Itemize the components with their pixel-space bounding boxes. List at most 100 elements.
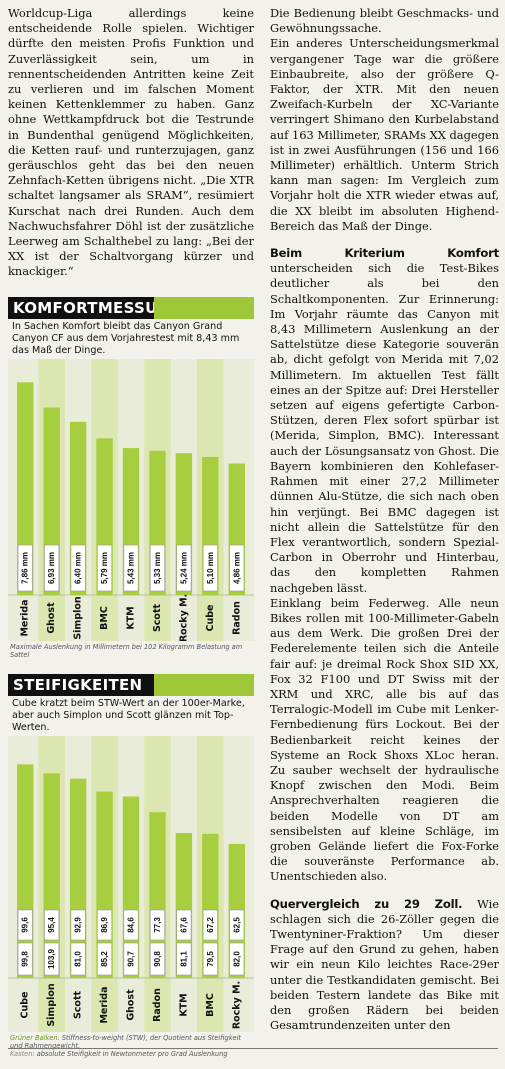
category-label: Merida [99, 986, 110, 1023]
value-label-box [97, 544, 113, 592]
komfort-note: Maximale Auslenkung in Millimetern bei 1… [10, 643, 243, 659]
absolute-value-label: 103,9 [47, 948, 56, 969]
value-label-box [70, 544, 86, 592]
absolute-value-label: 90,8 [153, 951, 162, 967]
category-label: Simplon [46, 983, 57, 1027]
value-label-box [229, 909, 245, 941]
absolute-value-box [123, 942, 139, 976]
subheading: Quervergleich zu 29 Zoll. [270, 896, 463, 911]
absolute-value-label: 81,0 [74, 951, 83, 967]
value-label-box [202, 544, 218, 592]
komfort-box: KOMFORTMESSUNG In Sachen Komfort bleibt … [8, 297, 254, 661]
category-label: KTM [126, 606, 137, 629]
absolute-value-label: 81,1 [179, 951, 188, 967]
category-label: Merida [20, 599, 31, 636]
value-label: 67,6 [179, 917, 188, 933]
value-label: 5,33 mm [153, 552, 162, 584]
body-paragraph: Quervergleich zu 29 Zoll. Wie schlagen s… [270, 896, 499, 1033]
value-label: 5,24 mm [179, 552, 188, 584]
category-label: Cube [205, 605, 216, 632]
steif-note-green-label: Grüner Balken: [10, 1034, 60, 1042]
left-column: Worldcup-Liga allerdings keine entscheid… [8, 6, 254, 280]
body-paragraph: Beim Kriterium Komfort unterscheiden sic… [270, 246, 499, 595]
value-label-box [44, 909, 60, 941]
steif-note-green-text: Stiffness-to-weight (STW), der Quotient … [10, 1034, 241, 1050]
body-paragraph: Einklang beim Federweg. Alle neun Bikes … [270, 595, 499, 884]
category-label: Ghost [126, 989, 137, 1021]
steif-note-gray-text: absolute Steifigkeit in Newtonmeter pro … [34, 1050, 228, 1058]
absolute-value-label: 90,7 [127, 951, 136, 967]
value-label: 4,86 mm [232, 552, 241, 584]
value-label: 5,10 mm [206, 552, 215, 584]
value-label-box [202, 909, 218, 941]
steif-box: STEIFIGKEITEN Cube kratzt beim STW-Wert … [8, 674, 254, 1060]
category-label: BMC [205, 993, 216, 1017]
value-label: 95,4 [47, 917, 56, 933]
right-column: Die Bedienung bleibt Geschmacks- und Gew… [270, 6, 499, 1033]
value-label-box [70, 909, 86, 941]
body-paragraph: Ein anderes Unterscheidungsmerkmal verga… [270, 36, 499, 233]
value-label-box [97, 909, 113, 941]
value-label: 67,2 [206, 917, 215, 933]
absolute-value-box [229, 942, 245, 976]
absolute-value-label: 85,2 [100, 951, 109, 967]
body-paragraph: Worldcup-Liga allerdings keine entscheid… [8, 6, 254, 279]
absolute-value-label: 99,8 [21, 951, 30, 967]
bottom-rule [8, 1048, 498, 1049]
absolute-value-box [17, 942, 33, 976]
value-label-box [44, 544, 60, 592]
absolute-value-box [44, 942, 60, 976]
category-label: Ghost [46, 602, 57, 634]
value-label-box [176, 544, 192, 592]
steif-subtitle: Cube kratzt beim STW-Wert an der 100er-M… [12, 698, 245, 733]
value-label: 86,9 [100, 917, 109, 933]
category-label: Rocky M. [231, 981, 242, 1029]
value-label-box [149, 544, 165, 592]
category-label: Cube [20, 992, 31, 1019]
absolute-value-box [149, 942, 165, 976]
value-label-box [17, 909, 33, 941]
absolute-value-label: 82,0 [232, 951, 241, 967]
category-label: Simplon [73, 596, 84, 640]
absolute-value-label: 79,5 [206, 951, 215, 967]
absolute-value-box [176, 942, 192, 976]
komfort-chart-svg: 7,86 mm Merida 6,93 mm Ghost 6,40 mm Simplon 5… [8, 359, 254, 641]
value-label-box [229, 544, 245, 592]
steif-note-gray-label: Kasten: [10, 1050, 35, 1058]
absolute-value-box [97, 942, 113, 976]
value-label: 6,93 mm [47, 552, 56, 584]
value-label: 5,43 mm [127, 552, 136, 584]
subheading: Beim Kriterium Komfort [270, 246, 499, 261]
komfort-title: KOMFORTMESSUNG [8, 297, 183, 319]
komfort-subtitle: In Sachen Komfort bleibt das Canyon Gran… [12, 321, 240, 356]
steif-chart-svg: 99,6 99,8 Cube 95,4 103,9 Simplon 92,9 81,0 Scot… [8, 736, 254, 1032]
value-label: 84,6 [127, 917, 136, 933]
category-label: Scott [152, 604, 163, 633]
value-label: 7,86 mm [21, 552, 30, 584]
absolute-value-box [70, 942, 86, 976]
body-paragraph: Die Bedienung bleibt Geschmacks- und Gew… [270, 6, 499, 36]
value-label: 6,40 mm [74, 552, 83, 584]
steif-title: STEIFIGKEITEN [8, 674, 154, 696]
komfort-chart: 7,86 mm Merida 6,93 mm Ghost 6,40 mm Simplon 5… [8, 359, 254, 641]
category-label: Rocky M. [178, 594, 189, 641]
category-label: KTM [178, 993, 189, 1016]
value-label-box [176, 909, 192, 941]
value-label-box [123, 544, 139, 592]
category-label: BMC [99, 606, 110, 630]
steif-chart: 99,6 99,8 Cube 95,4 103,9 Simplon 92,9 81,0 Scot… [8, 736, 254, 1032]
value-label: 77,3 [153, 917, 162, 933]
value-label: 92,9 [74, 917, 83, 933]
category-label: Radon [152, 988, 163, 1022]
category-label: Radon [231, 601, 242, 635]
chart-bar [202, 833, 219, 978]
value-label: 99,6 [21, 917, 30, 933]
value-label-box [149, 909, 165, 941]
steif-note: Grüner Balken: Stiffness-to-weight (STW)… [8, 1032, 254, 1060]
chart-bar [17, 382, 34, 595]
value-label: 5,79 mm [100, 552, 109, 584]
category-label: Scott [73, 991, 84, 1020]
chart-bar [175, 832, 193, 978]
absolute-value-box [202, 942, 218, 976]
value-label-box [123, 909, 139, 941]
